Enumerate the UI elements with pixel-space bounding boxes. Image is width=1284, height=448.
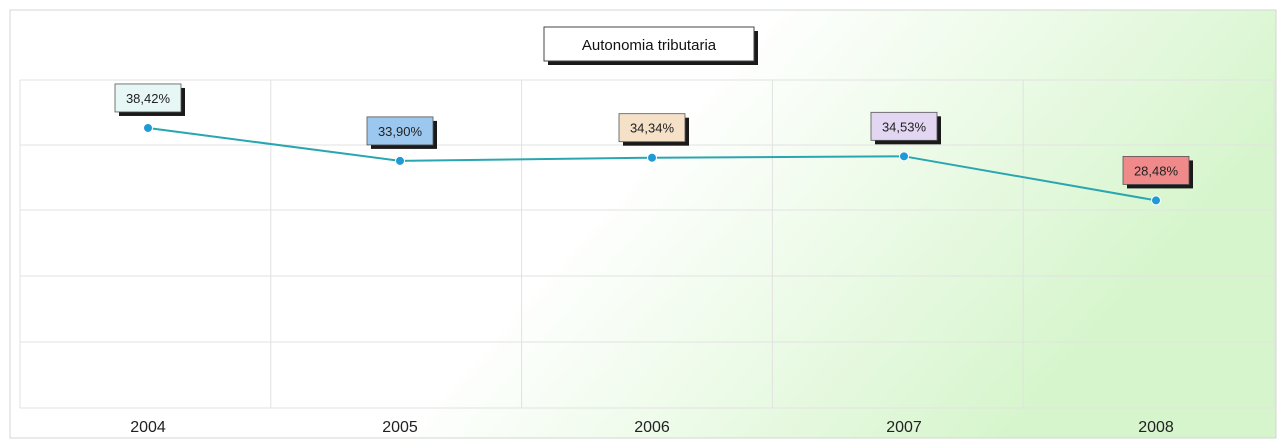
- data-label-text: 33,90%: [378, 124, 423, 139]
- x-tick-label: 2006: [634, 419, 670, 436]
- x-tick-label: 2005: [382, 419, 418, 436]
- data-label-2006: 34,34%: [618, 113, 689, 146]
- data-labels: 38,42% 33,90% 34,34% 34,53% 28,48%: [114, 83, 1193, 189]
- grid-lines: [19, 79, 1275, 409]
- data-label-2007: 34,53%: [870, 111, 941, 145]
- data-point-2008: [1151, 195, 1161, 206]
- x-axis: 2004 2005 2006 2007 2008: [130, 419, 1174, 436]
- x-tick-label: 2008: [1138, 419, 1174, 436]
- chart-background: [9, 9, 1277, 439]
- data-point-2006: [647, 152, 657, 163]
- x-tick-label: 2004: [130, 419, 166, 436]
- chart-title: Autonomia tributaria: [582, 37, 717, 54]
- data-label-text: 34,53%: [882, 119, 927, 134]
- data-point-2007: [899, 151, 909, 162]
- data-point-2005: [395, 155, 405, 166]
- data-label-2004: 38,42%: [114, 83, 185, 116]
- data-label-text: 28,48%: [1134, 163, 1179, 178]
- x-tick-label: 2007: [886, 419, 922, 436]
- data-point-2004: [143, 122, 153, 133]
- series-line-layer: [143, 122, 1161, 206]
- data-label-2008: 28,48%: [1122, 156, 1193, 189]
- data-label-2005: 33,90%: [366, 116, 437, 149]
- data-label-text: 38,42%: [126, 91, 171, 106]
- data-label-text: 34,34%: [630, 121, 675, 136]
- chart-title-box: Autonomia tributaria: [543, 26, 758, 65]
